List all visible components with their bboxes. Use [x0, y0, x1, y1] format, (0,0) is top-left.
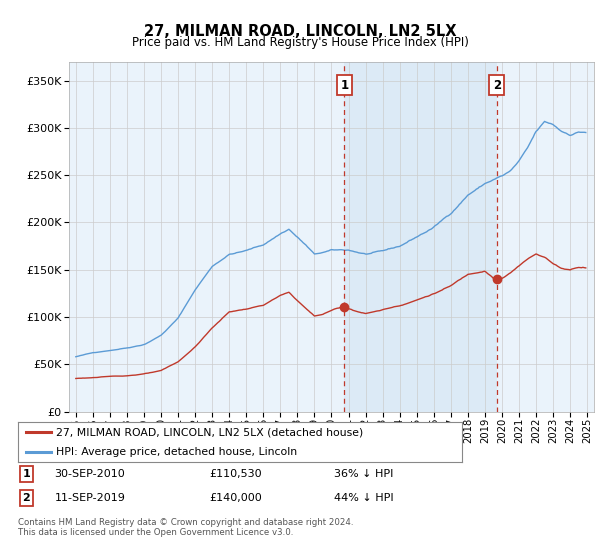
- Text: 2: 2: [493, 79, 501, 92]
- Text: £140,000: £140,000: [210, 493, 263, 503]
- Text: 1: 1: [340, 79, 349, 92]
- Text: 1: 1: [23, 469, 31, 479]
- Text: HPI: Average price, detached house, Lincoln: HPI: Average price, detached house, Linc…: [56, 446, 297, 456]
- Text: 11-SEP-2019: 11-SEP-2019: [55, 493, 125, 503]
- Bar: [344, 62, 497, 412]
- Text: 2: 2: [23, 493, 31, 503]
- Text: Price paid vs. HM Land Registry's House Price Index (HPI): Price paid vs. HM Land Registry's House …: [131, 36, 469, 49]
- Text: 30-SEP-2010: 30-SEP-2010: [55, 469, 125, 479]
- Text: 27, MILMAN ROAD, LINCOLN, LN2 5LX: 27, MILMAN ROAD, LINCOLN, LN2 5LX: [144, 24, 456, 39]
- Text: 44% ↓ HPI: 44% ↓ HPI: [334, 493, 394, 503]
- Text: 27, MILMAN ROAD, LINCOLN, LN2 5LX (detached house): 27, MILMAN ROAD, LINCOLN, LN2 5LX (detac…: [56, 427, 363, 437]
- Text: £110,530: £110,530: [210, 469, 262, 479]
- Text: 36% ↓ HPI: 36% ↓ HPI: [334, 469, 393, 479]
- Text: Contains HM Land Registry data © Crown copyright and database right 2024.
This d: Contains HM Land Registry data © Crown c…: [18, 518, 353, 538]
